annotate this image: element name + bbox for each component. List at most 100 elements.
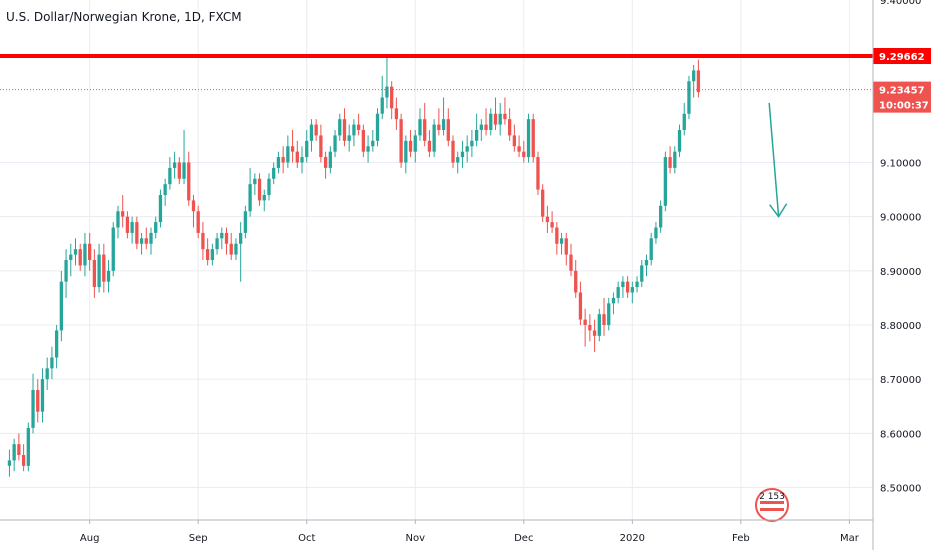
- candle-body: [26, 427, 30, 466]
- candle-body: [484, 124, 488, 130]
- candle-body: [394, 108, 399, 120]
- candle-body: [309, 124, 314, 141]
- candle-body: [36, 390, 40, 412]
- candle-body: [569, 254, 573, 271]
- candle-body: [45, 368, 49, 380]
- candle-body: [54, 330, 59, 358]
- candle-body: [649, 238, 653, 260]
- flag-logo-icon: 2 153: [755, 488, 789, 522]
- candle-body: [239, 232, 243, 244]
- candle-body: [375, 113, 380, 141]
- candle-body: [305, 140, 309, 158]
- candle-body: [451, 140, 455, 163]
- candle-body: [243, 211, 248, 233]
- candles: [7, 54, 701, 477]
- candle-body: [319, 135, 323, 158]
- candle-body: [106, 270, 111, 282]
- candle-body: [234, 243, 238, 255]
- candle-body: [564, 238, 568, 255]
- candle-body: [366, 146, 370, 152]
- candle-body: [144, 238, 148, 244]
- candle-body: [597, 314, 601, 336]
- candle-body: [635, 281, 639, 288]
- candle-body: [338, 119, 342, 136]
- flag-logo-stripe: [760, 501, 784, 504]
- candle-body: [507, 119, 512, 136]
- candle-body: [177, 162, 181, 179]
- candle-body: [17, 444, 21, 455]
- candle-body: [59, 281, 63, 331]
- candle-body: [347, 135, 351, 141]
- candle-body: [640, 265, 644, 282]
- candle-body: [64, 260, 68, 282]
- candle-body: [224, 232, 229, 244]
- candle-body: [677, 130, 682, 152]
- candle-body: [588, 325, 592, 331]
- candle-body: [149, 232, 153, 244]
- candle-body: [611, 297, 616, 304]
- candle-body: [116, 211, 120, 228]
- candle-body: [427, 140, 432, 152]
- candle-body: [644, 260, 649, 266]
- resistance-tag: [873, 47, 931, 64]
- candle-body: [460, 151, 465, 158]
- candle-body: [78, 249, 82, 266]
- candle-body: [682, 113, 686, 130]
- x-tick-label: Oct: [298, 533, 315, 544]
- x-tick-label: Feb: [732, 533, 750, 544]
- candle-body: [7, 460, 12, 466]
- candle-body: [21, 455, 26, 466]
- candle-body: [474, 130, 479, 141]
- current-price-label: 9.23457: [879, 86, 925, 97]
- candle-body: [602, 314, 606, 325]
- candle-body: [583, 319, 587, 325]
- candle-body: [526, 119, 531, 158]
- candle-body: [592, 330, 597, 336]
- candle-body: [616, 287, 620, 298]
- candle-body: [536, 157, 540, 190]
- candle-body: [253, 178, 257, 185]
- candle-body: [328, 151, 332, 168]
- candle-body: [12, 444, 16, 461]
- candle-body: [210, 249, 215, 260]
- candle-body: [441, 119, 446, 130]
- candle-body: [262, 195, 266, 201]
- y-tick-label: 9.10000: [880, 159, 921, 170]
- candle-body: [541, 189, 545, 217]
- candle-body: [361, 130, 366, 152]
- forecast-arrowhead: [769, 203, 788, 218]
- candle-body: [168, 167, 172, 185]
- candle-body: [333, 135, 337, 152]
- candle-body: [69, 254, 73, 260]
- candle-body: [517, 146, 521, 152]
- candle-body: [456, 157, 460, 163]
- candle-body: [498, 113, 502, 125]
- candle-body: [607, 303, 611, 325]
- candle-body: [248, 184, 252, 212]
- candle-body: [154, 222, 158, 233]
- candle-body: [522, 151, 526, 158]
- y-tick-label: 8.50000: [880, 484, 921, 495]
- y-tick-label: 8.70000: [880, 375, 921, 386]
- candle-body: [276, 157, 281, 168]
- candle-body: [300, 157, 304, 163]
- candle-body: [158, 195, 163, 223]
- candle-body: [40, 379, 45, 412]
- candle-body: [380, 97, 384, 114]
- candle-body: [111, 227, 115, 271]
- candle-body: [423, 119, 427, 141]
- candle-body: [272, 167, 276, 179]
- candle-body: [408, 140, 413, 152]
- candle-body: [201, 232, 205, 250]
- candle-body: [323, 157, 328, 168]
- candle-body: [413, 135, 417, 152]
- candle-body: [654, 227, 658, 239]
- candle-body: [172, 162, 177, 168]
- candle-body: [493, 113, 498, 125]
- candle-body: [97, 254, 101, 288]
- candle-body: [489, 113, 493, 130]
- candle-body: [559, 238, 564, 244]
- candle-body: [673, 151, 677, 168]
